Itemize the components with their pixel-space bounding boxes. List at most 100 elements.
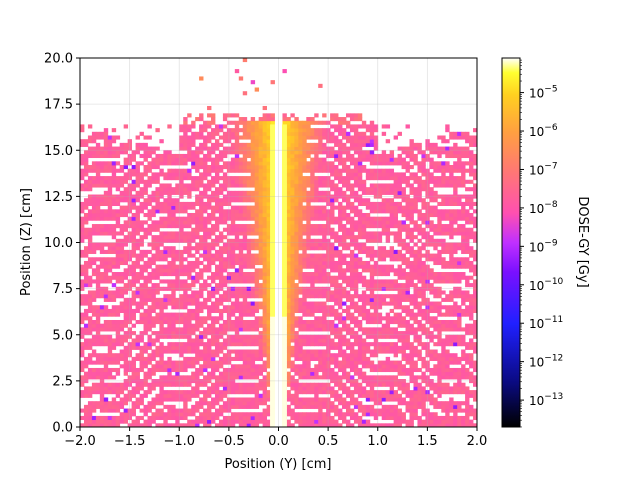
heatmap-cell (115, 371, 121, 376)
heatmap-cell (298, 334, 303, 339)
heatmap-cell (330, 345, 335, 350)
heatmap-cell (254, 404, 260, 409)
heatmap-cell (87, 305, 93, 310)
heatmap-cell (421, 264, 426, 269)
heatmap-cell (123, 308, 129, 314)
heatmap-cell (342, 198, 347, 203)
heatmap-cell (357, 224, 363, 229)
heatmap-cell (389, 316, 395, 321)
heatmap-cell (425, 201, 430, 206)
heatmap-cell (107, 356, 113, 361)
heatmap-cell (230, 216, 236, 221)
heatmap-cell (254, 301, 260, 306)
heatmap-cell (242, 412, 248, 417)
heatmap-cell (230, 323, 236, 328)
heatmap-cell (417, 301, 422, 306)
heatmap-cell (131, 227, 136, 232)
heatmap-cell (465, 235, 470, 240)
heatmap-cell (211, 356, 216, 361)
heatmap-cell (135, 275, 140, 280)
heatmap-cell (103, 227, 109, 232)
heatmap-cell (445, 242, 450, 247)
heatmap-cell (218, 379, 224, 384)
heatmap-cell (381, 297, 387, 302)
heatmap-cell (330, 356, 335, 361)
heatmap-cell (437, 224, 442, 229)
heatmap-cell (349, 408, 355, 413)
heatmap-cell (334, 220, 339, 225)
heatmap-cell (413, 249, 418, 254)
heatmap-cell (389, 257, 395, 262)
heatmap-cell (115, 415, 121, 421)
heatmap-cell (302, 356, 307, 361)
heatmap-cell (95, 323, 101, 328)
heatmap-cell (318, 209, 323, 214)
heatmap-cell (429, 290, 434, 295)
heatmap-cell (99, 264, 105, 269)
heatmap-cell (425, 257, 430, 262)
heatmap-cell (425, 327, 430, 332)
heatmap-cell (95, 312, 101, 317)
heatmap-cell (262, 305, 267, 310)
heatmap-cell (361, 379, 367, 384)
heatmap-cell (429, 268, 434, 273)
heatmap-cell (449, 386, 454, 391)
heatmap-cell (298, 227, 303, 232)
heatmap-cell (163, 301, 168, 306)
heatmap-cell (171, 423, 176, 427)
heatmap-cell (147, 198, 152, 203)
heatmap-cell (91, 249, 97, 254)
heatmap-cell (286, 382, 291, 387)
heatmap-cell (187, 379, 192, 384)
heatmap-cell (143, 190, 148, 195)
heatmap-cell (369, 224, 375, 229)
heatmap-cell (147, 334, 152, 339)
heatmap-cell (465, 209, 470, 214)
heatmap-cell (449, 397, 454, 402)
heatmap-cell (195, 419, 200, 424)
heatmap-cell (298, 316, 303, 321)
heatmap-cell (143, 264, 148, 269)
heatmap-cell (342, 294, 347, 299)
heatmap-cell (342, 279, 347, 284)
heatmap-cell (226, 356, 232, 361)
heatmap-cell (127, 268, 133, 273)
heatmap-cell (179, 209, 184, 214)
heatmap-cell (465, 297, 470, 302)
heatmap-cell (214, 338, 220, 343)
heatmap-cell (353, 397, 359, 402)
heatmap-cell (103, 279, 109, 284)
heatmap-cell (266, 356, 271, 361)
heatmap-cell (469, 205, 474, 210)
heatmap-cell (401, 257, 406, 262)
heatmap-cell (349, 319, 355, 325)
heatmap-cell (167, 367, 172, 373)
heatmap-cell (417, 279, 422, 284)
heatmap-cell (159, 379, 164, 384)
heatmap-cell (123, 331, 129, 336)
heatmap-cell (238, 249, 244, 254)
heatmap-cell (266, 290, 271, 295)
heatmap-cell (123, 194, 129, 199)
heatmap-cell (306, 216, 311, 221)
heatmap-cell (449, 216, 454, 221)
heatmap-cell (230, 319, 236, 325)
heatmap-cell (258, 323, 264, 328)
heatmap-cell (330, 294, 335, 299)
heatmap-cell (405, 279, 410, 284)
heatmap-cell (385, 360, 391, 365)
heatmap-cell (95, 319, 101, 325)
heatmap-cell (107, 227, 113, 232)
heatmap-cell (254, 227, 260, 232)
heatmap-cell (357, 246, 363, 251)
heatmap-cell (369, 316, 375, 321)
heatmap-cell (199, 275, 204, 280)
heatmap-cell (457, 279, 462, 284)
heatmap-cell (349, 305, 355, 310)
heatmap-cell (326, 353, 331, 358)
heatmap-cell (95, 216, 101, 221)
heatmap-cell (254, 183, 260, 188)
heatmap-cell (214, 249, 220, 254)
heatmap-cell (389, 294, 395, 299)
heatmap-cell (381, 227, 387, 232)
